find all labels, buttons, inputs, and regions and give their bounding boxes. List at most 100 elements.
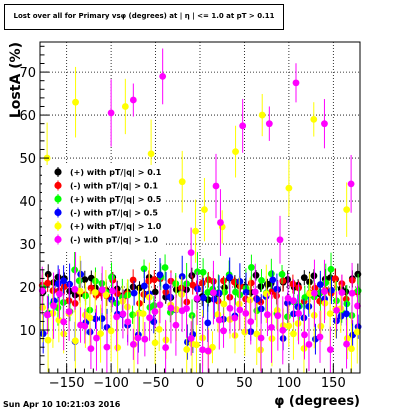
legend-label: (+) with pT/|q| > 1.0: [70, 222, 162, 231]
data-point: [107, 327, 115, 335]
x-tick-label: 0: [196, 376, 204, 391]
y-tick-label: 40: [19, 195, 36, 210]
data-point: [220, 277, 227, 285]
data-point: [285, 184, 293, 192]
data-point: [172, 280, 180, 288]
x-tick-label: −150: [49, 376, 85, 391]
data-point: [236, 278, 244, 285]
data-point: [226, 273, 234, 281]
data-point: [326, 346, 334, 354]
data-point: [343, 310, 350, 318]
data-point: [166, 293, 174, 301]
data-point: [294, 320, 302, 327]
data-point: [178, 178, 186, 186]
legend-marker: [54, 235, 62, 244]
data-point: [268, 323, 275, 331]
data-point: [321, 288, 328, 295]
data-point: [257, 283, 265, 290]
data-point: [201, 206, 208, 214]
data-point: [247, 279, 255, 287]
data-point: [253, 330, 261, 338]
data-point: [81, 322, 89, 330]
data-point: [86, 314, 94, 322]
data-point: [232, 148, 239, 156]
data-point: [253, 295, 261, 303]
data-point: [114, 290, 121, 298]
data-point: [199, 346, 207, 354]
data-point: [210, 289, 217, 297]
data-point: [44, 336, 52, 344]
data-point: [77, 270, 85, 278]
data-point: [172, 321, 180, 329]
data-point: [140, 265, 148, 273]
legend-entry: (+) with pT/|q| > 0.5: [54, 194, 162, 204]
data-points: [38, 48, 362, 373]
data-point: [212, 182, 220, 190]
x-tick-label: 150: [321, 376, 346, 391]
legend-marker: [54, 222, 62, 230]
data-point: [347, 180, 355, 188]
data-point: [257, 334, 265, 342]
data-point: [311, 289, 318, 297]
data-point: [326, 310, 334, 318]
data-point: [220, 300, 228, 308]
data-point: [129, 276, 137, 284]
data-point: [150, 276, 158, 284]
data-point: [230, 278, 238, 286]
data-point: [354, 287, 362, 295]
data-point: [66, 280, 74, 288]
legend-entry: (+) with pT/|q| > 0.1: [54, 167, 162, 177]
legend-entry: (+) with pT/|q| > 1.0: [54, 221, 162, 231]
data-point: [301, 331, 308, 339]
data-point: [44, 279, 52, 287]
data-point: [305, 303, 313, 310]
data-point: [129, 340, 137, 348]
data-point: [140, 282, 148, 290]
chart-title-box: Lost over all for Primary vsφ (degrees) …: [4, 4, 284, 30]
data-point: [276, 236, 284, 244]
data-point: [292, 79, 300, 87]
data-point: [295, 310, 302, 317]
data-point: [215, 316, 223, 324]
data-point: [267, 270, 275, 278]
data-point: [107, 109, 115, 117]
data-point: [108, 273, 115, 281]
legend: (+) with pT/|q| > 0.1 (-) with pT/|q| > 0…: [42, 165, 166, 252]
data-point: [72, 98, 79, 106]
data-point: [102, 291, 110, 299]
data-point: [183, 346, 191, 353]
legend-label: (+) with pT/|q| > 0.1: [70, 168, 162, 177]
data-point: [129, 311, 136, 319]
data-point: [151, 308, 159, 315]
data-point: [273, 285, 281, 293]
data-point: [147, 150, 155, 158]
data-point: [265, 120, 273, 128]
legend-marker: [54, 195, 62, 203]
data-point: [328, 286, 335, 294]
y-tick-label: 10: [19, 324, 36, 339]
data-point: [321, 299, 329, 307]
data-point: [155, 325, 163, 333]
legend-marker: [54, 181, 62, 190]
data-point: [242, 309, 250, 317]
data-point: [274, 312, 282, 320]
data-point: [305, 341, 313, 348]
data-point: [75, 277, 83, 285]
data-point: [262, 290, 270, 298]
data-point: [121, 103, 129, 110]
data-point: [183, 305, 190, 312]
x-tick-label: −100: [93, 376, 129, 391]
y-tick-label: 30: [19, 238, 36, 253]
data-point: [348, 289, 356, 297]
data-point: [204, 319, 212, 327]
data-point: [71, 337, 79, 345]
x-tick-label: 100: [276, 376, 301, 391]
data-point: [198, 279, 206, 287]
data-point: [49, 309, 57, 317]
legend-marker: [54, 168, 62, 176]
data-point: [162, 344, 170, 351]
data-point: [108, 296, 116, 304]
data-point: [56, 290, 63, 298]
data-point: [161, 264, 169, 271]
